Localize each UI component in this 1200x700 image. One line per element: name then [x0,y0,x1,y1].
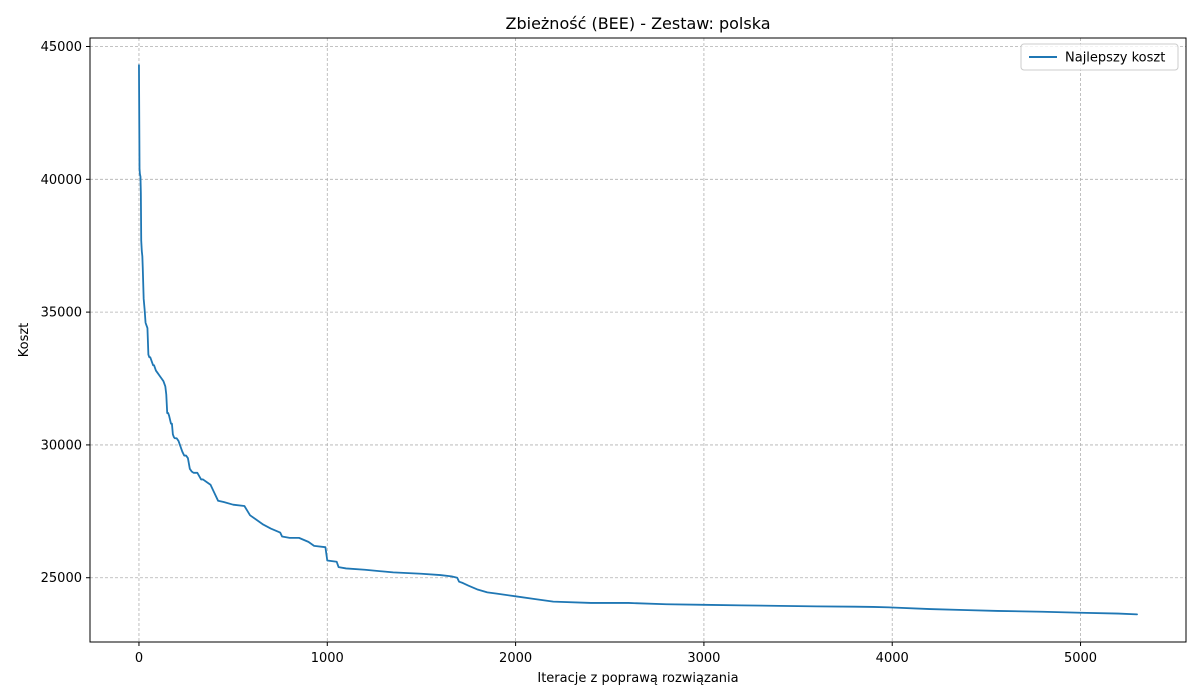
y-axis-label: Koszt [17,323,32,358]
legend-box [1020,43,1179,71]
y-axis-ticks: 25000 30000 35000 40000 45000 [41,40,90,586]
y-tick-label: 40000 [41,173,82,188]
legend-label: Najlepszy koszt [1065,51,1165,66]
plot-frame [89,37,1187,643]
chart-title: Zbieżność (BEE) - Zestaw: polska [506,14,771,33]
x-tick-label: 1000 [311,651,344,666]
x-tick-label: 4000 [876,651,909,666]
x-axis-ticks: 0 1000 2000 3000 4000 5000 [135,642,1097,666]
y-tick-label: 45000 [41,40,82,55]
x-axis-label: Iteracje z poprawą rozwiązania [537,671,738,686]
series-layer [138,64,1138,616]
series-line-najlepszy-koszt [138,64,1138,616]
x-tick-label: 3000 [687,651,720,666]
x-tick-label: 2000 [499,651,532,666]
legend: Najlepszy koszt [1020,43,1179,71]
grid [90,38,1186,642]
x-tick-label: 0 [135,651,143,666]
y-tick-label: 30000 [41,438,82,453]
x-tick-label: 5000 [1064,651,1097,666]
y-tick-label: 25000 [41,571,82,586]
y-tick-label: 35000 [41,306,82,321]
